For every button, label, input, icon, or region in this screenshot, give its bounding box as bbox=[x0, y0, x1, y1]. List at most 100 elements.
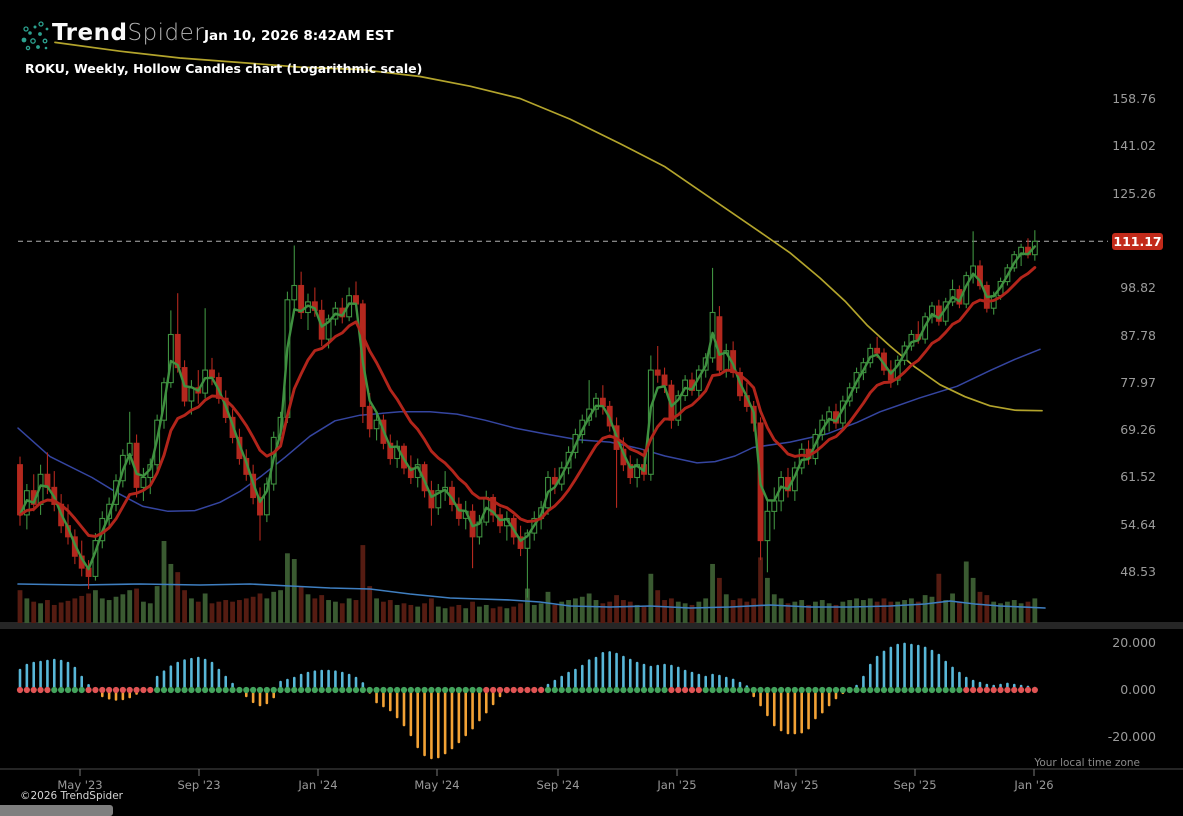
volume-bar bbox=[888, 601, 894, 623]
oscillator-dot bbox=[709, 686, 716, 694]
oscillator-dot bbox=[58, 686, 65, 694]
header: TrendSpider Jan 10, 2026 8:42AM EST bbox=[0, 0, 1183, 60]
volume-bar bbox=[72, 598, 78, 623]
oscillator-dot bbox=[154, 686, 161, 694]
volume-bar bbox=[285, 553, 290, 623]
candle-body bbox=[17, 464, 23, 516]
panel-divider[interactable] bbox=[0, 622, 1183, 629]
candle-body bbox=[949, 289, 956, 303]
oscillator-dot bbox=[771, 686, 778, 694]
oscillator-dot bbox=[126, 686, 133, 694]
volume-bar bbox=[531, 604, 537, 623]
volume-bar bbox=[662, 600, 667, 623]
oscillator-dot bbox=[538, 686, 545, 694]
oscillator-dot bbox=[366, 686, 373, 694]
oscillator-dot bbox=[85, 686, 92, 694]
volume-bar bbox=[936, 573, 942, 623]
slow-ma-line bbox=[18, 266, 1037, 538]
volume-bar bbox=[442, 608, 448, 623]
volume-bar bbox=[319, 595, 325, 623]
oscillator-dot bbox=[695, 686, 702, 694]
brand-logo[interactable]: TrendSpider bbox=[52, 20, 204, 46]
oscillator-dot bbox=[332, 686, 339, 694]
volume-bar bbox=[792, 601, 798, 623]
oscillator-dot bbox=[51, 686, 58, 694]
oscillator-dot bbox=[16, 686, 24, 694]
oscillator-axis-label: 20.000 bbox=[1112, 635, 1156, 650]
oscillator-dot bbox=[78, 686, 85, 694]
volume-bar bbox=[566, 600, 571, 623]
oscillator-dot bbox=[928, 686, 936, 694]
volume-bar bbox=[847, 600, 853, 623]
volume-bar bbox=[586, 593, 592, 623]
oscillator-dot bbox=[956, 686, 963, 694]
oscillator-dot bbox=[394, 686, 401, 694]
volume-bar bbox=[867, 598, 873, 623]
volume-bar bbox=[99, 598, 105, 623]
volume-bar bbox=[579, 596, 585, 623]
oscillator-dot bbox=[483, 686, 490, 694]
oscillator-dot bbox=[517, 686, 524, 694]
volume-bar bbox=[250, 596, 256, 623]
oscillator-dot bbox=[908, 686, 915, 694]
volume-bar bbox=[408, 604, 414, 623]
oscillator-dot bbox=[846, 686, 853, 694]
volume-bar bbox=[223, 600, 229, 623]
oscillator-dot bbox=[558, 686, 565, 694]
oscillator-dot bbox=[229, 686, 236, 694]
trendspider-logo-icon[interactable] bbox=[14, 18, 54, 56]
volume-bar bbox=[902, 600, 907, 623]
volume-bar bbox=[497, 606, 503, 623]
oscillator-dot bbox=[599, 686, 606, 694]
oscillator-dot bbox=[167, 686, 174, 694]
time-axis-label: Jan '26 bbox=[1014, 778, 1054, 792]
volume-bar bbox=[730, 600, 736, 623]
price-axis-label: 125.26 bbox=[1112, 185, 1156, 201]
volume-bar bbox=[154, 586, 160, 623]
oscillator-dot bbox=[901, 686, 908, 694]
oscillator-dot bbox=[579, 686, 586, 694]
oscillator-dot bbox=[469, 686, 476, 694]
volume-bar bbox=[826, 603, 832, 623]
volume-bar bbox=[950, 593, 955, 623]
oscillator-dot bbox=[263, 686, 270, 694]
volume-bar bbox=[38, 603, 43, 623]
volume-bar bbox=[614, 595, 619, 623]
sma-yellow-line bbox=[54, 41, 1043, 412]
oscillator-dot bbox=[250, 686, 257, 694]
datetime-label: Jan 10, 2026 8:42AM EST bbox=[204, 28, 394, 44]
oscillator-dot bbox=[668, 686, 675, 694]
volume-bar bbox=[559, 601, 565, 623]
candle-body bbox=[435, 490, 442, 509]
volume-bar bbox=[963, 561, 969, 623]
oscillator-dot bbox=[181, 686, 188, 694]
oscillator-dot bbox=[805, 686, 812, 694]
volume-bar bbox=[483, 604, 489, 623]
candle-body bbox=[716, 316, 723, 371]
oscillator-dot bbox=[757, 686, 764, 694]
oscillator-dot bbox=[544, 686, 552, 694]
volume-bar bbox=[1005, 601, 1010, 623]
oscillator-dot bbox=[400, 686, 408, 694]
oscillator-dot bbox=[1031, 686, 1038, 694]
brand-trend: Trend bbox=[52, 20, 128, 46]
oscillator-dot bbox=[442, 686, 449, 694]
volume-bar bbox=[744, 601, 750, 623]
volume-bar bbox=[538, 603, 544, 623]
candle-body bbox=[140, 476, 147, 488]
volume-bar bbox=[758, 557, 763, 623]
volume-bar bbox=[785, 603, 791, 623]
oscillator-dot bbox=[476, 686, 483, 694]
time-axis-label: Jan '25 bbox=[657, 778, 697, 792]
volume-bar bbox=[127, 590, 133, 623]
candle-body bbox=[654, 369, 661, 376]
volume-bar bbox=[984, 595, 990, 623]
oscillator-dot bbox=[990, 686, 997, 694]
candle-body bbox=[263, 483, 270, 516]
oscillator-dot bbox=[935, 686, 942, 694]
volume-bar bbox=[669, 598, 674, 623]
volume-bar bbox=[840, 601, 846, 623]
volume-bar bbox=[168, 563, 174, 623]
